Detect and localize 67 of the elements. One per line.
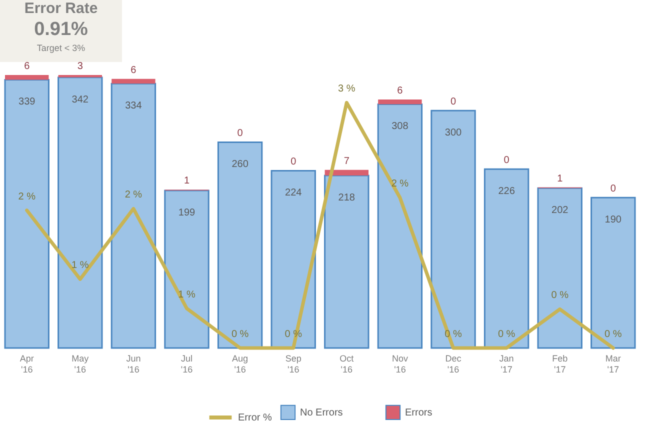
data-label: 226 — [498, 186, 516, 198]
data-label: 190 — [604, 214, 622, 226]
bar — [164, 190, 210, 349]
data-label: 0 % — [551, 290, 569, 302]
text: Target < 3% — [36, 43, 86, 53]
data-label: 6 — [24, 60, 30, 72]
data-label: 3 — [77, 60, 84, 72]
data-label: 0 % — [231, 329, 249, 340]
bar — [324, 170, 369, 176]
x-tick-label: Apr '16 — [20, 354, 34, 374]
bar — [58, 76, 103, 349]
bar — [58, 74, 102, 78]
bar — [537, 187, 582, 349]
x-tick-label: Nov '16 — [392, 354, 408, 374]
data-label: 0 — [504, 155, 510, 166]
x-tick-label: May '16 — [72, 354, 90, 374]
x-tick-label: Jan '17 — [499, 354, 514, 374]
data-label: 0 % — [498, 329, 516, 340]
data-label: 218 — [338, 192, 356, 204]
data-label: 300 — [444, 128, 462, 139]
data-label: 199 — [178, 208, 196, 219]
bar — [484, 168, 530, 349]
bar — [4, 78, 50, 349]
bar — [377, 103, 423, 349]
data-label: 1 % — [72, 260, 89, 272]
x-tick-label: Sep '16 — [285, 354, 302, 374]
data-label: 7 — [344, 156, 350, 167]
data-label: 0 — [610, 184, 616, 195]
bar — [378, 99, 422, 104]
data-label: 0 — [450, 96, 456, 108]
x-tick-label: Oct '16 — [340, 354, 354, 374]
bar — [590, 196, 636, 349]
bar — [270, 170, 316, 349]
bar — [430, 110, 476, 349]
x-tick-label: Jul '16 — [180, 354, 193, 374]
legend-label: Errors — [405, 407, 432, 418]
legend-label: No Errors — [300, 407, 343, 418]
data-label: 6 — [130, 64, 137, 76]
x-tick-label: Feb '17 — [552, 354, 568, 374]
legend-label: Error % — [238, 412, 272, 424]
text: 0.91% — [33, 19, 89, 41]
bar — [5, 74, 49, 80]
x-tick-label: Mar '17 — [605, 354, 621, 374]
data-label: 2 % — [18, 191, 36, 202]
bar — [112, 78, 156, 84]
data-label: 334 — [125, 100, 142, 112]
data-label: 3 % — [338, 84, 356, 95]
bar — [217, 141, 263, 349]
data-label: 0 — [290, 156, 297, 168]
data-label: 0 — [237, 128, 244, 140]
bar — [110, 82, 156, 349]
x-tick-label: Dec '16 — [445, 354, 462, 374]
bar — [324, 174, 370, 349]
data-label: 339 — [18, 96, 36, 108]
text: Error Rate — [23, 0, 99, 17]
data-label: 202 — [552, 205, 569, 216]
data-label: 224 — [285, 188, 302, 199]
data-label: 308 — [392, 121, 409, 132]
x-tick-label: Jun '16 — [126, 354, 141, 374]
data-label: 0 % — [604, 329, 622, 340]
data-label: 1 — [557, 173, 564, 184]
data-label: 1 — [184, 176, 190, 187]
data-label: 6 — [397, 85, 404, 96]
data-label: 2 % — [124, 190, 142, 201]
x-tick-label: Aug '16 — [232, 354, 248, 374]
data-label: 342 — [72, 94, 89, 106]
data-label: 260 — [232, 159, 249, 170]
